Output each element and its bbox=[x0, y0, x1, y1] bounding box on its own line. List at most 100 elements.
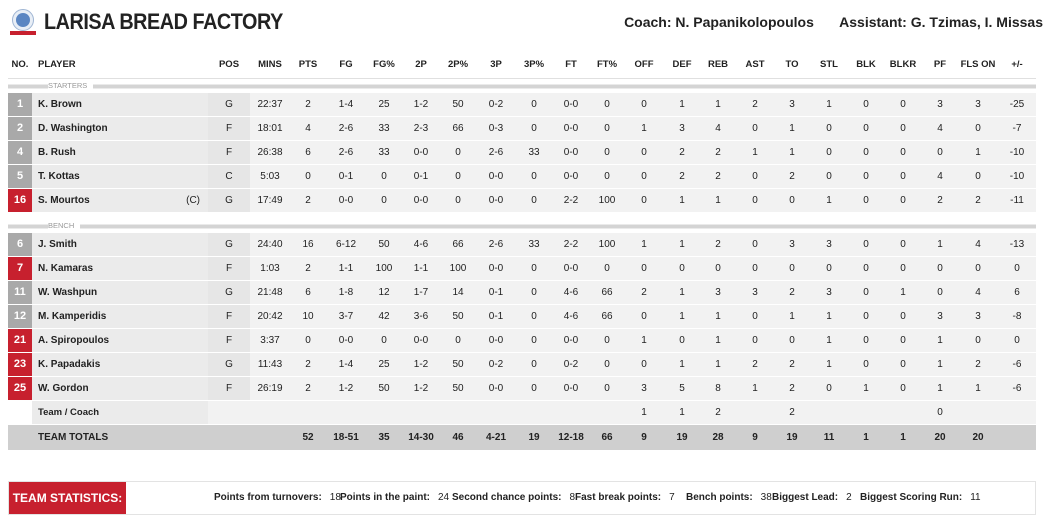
stat-cell: 0 bbox=[700, 256, 736, 281]
player-row[interactable]: 6 J. Smith G 24:40 16 6-12 50 4-6 66 2-6 33 2-2 100 1… bbox=[8, 232, 1036, 257]
player-name[interactable]: W. Washpun bbox=[32, 280, 208, 305]
stat-cell: 21:48 bbox=[250, 280, 290, 305]
player-name[interactable]: W. Gordon bbox=[32, 376, 208, 401]
column-header[interactable]: 2P% bbox=[440, 52, 476, 79]
column-header[interactable]: TO bbox=[774, 52, 810, 79]
column-header[interactable]: FG% bbox=[366, 52, 402, 79]
player-name[interactable]: B. Rush bbox=[32, 140, 208, 165]
player-row[interactable]: 21 A. Spiropoulos F 3:37 0 0-0 0 0-0 0 0-0 0 0-0 0 1 0… bbox=[8, 328, 1036, 353]
column-header[interactable]: OFF bbox=[624, 52, 664, 79]
player-name-text[interactable]: B. Rush bbox=[38, 146, 76, 158]
column-header[interactable]: POS bbox=[208, 52, 250, 79]
column-header[interactable]: 3P% bbox=[516, 52, 552, 79]
column-header[interactable]: DEF bbox=[664, 52, 700, 79]
player-name-text[interactable]: S. Mourtos bbox=[38, 194, 90, 206]
stat-cell: 0-0 bbox=[476, 164, 516, 189]
jersey-number: 16 bbox=[8, 188, 32, 213]
player-row[interactable]: 1 K. Brown G 22:37 2 1-4 25 1-2 50 0-2 0 0-0 0 0 1 1 2 3 1… bbox=[8, 92, 1036, 117]
player-row[interactable]: 12 M. Kamperidis F 20:42 10 3-7 42 3-6 50 0-1 0 4-6… bbox=[8, 304, 1036, 329]
column-header[interactable]: PTS bbox=[290, 52, 326, 79]
stat-cell: 0-1 bbox=[326, 164, 366, 189]
column-header[interactable]: PLAYER bbox=[32, 52, 208, 79]
player-name-text[interactable]: D. Washington bbox=[38, 122, 108, 134]
column-header[interactable]: AST bbox=[736, 52, 774, 79]
player-row[interactable]: 23 K. Papadakis G 11:43 2 1-4 25 1-2 50 0-2 0 0-2 0 0… bbox=[8, 352, 1036, 377]
player-row[interactable]: 16 S. Mourtos (C) G 17:49 2 0-0 0 0-0 0 0-0 0 2-2 100… bbox=[8, 188, 1036, 213]
stat-cell: 4 bbox=[922, 164, 958, 189]
player-row[interactable]: 4 B. Rush F 26:38 6 2-6 33 0-0 0 2-6 33 0-0 0 0 2 2 1 1 0 0… bbox=[8, 140, 1036, 165]
player-name[interactable]: D. Washington bbox=[32, 116, 208, 141]
player-name[interactable]: A. Spiropoulos bbox=[32, 328, 208, 353]
player-name[interactable]: S. Mourtos (C) bbox=[32, 188, 208, 213]
team-stat-item: Fast break points: 7 bbox=[575, 492, 675, 503]
player-name[interactable]: T. Kottas bbox=[32, 164, 208, 189]
stat-cell: 3 bbox=[664, 116, 700, 141]
stat-cell: 1 bbox=[810, 328, 848, 353]
column-header[interactable]: STL bbox=[810, 52, 848, 79]
column-header[interactable]: FLS ON bbox=[958, 52, 998, 79]
stat-cell: 3 bbox=[624, 376, 664, 401]
column-header[interactable]: 3P bbox=[476, 52, 516, 79]
stat-cell: F bbox=[208, 140, 250, 165]
player-row[interactable]: 2 D. Washington F 18:01 4 2-6 33 2-3 66 0-3 0 0-0 0 1… bbox=[8, 116, 1036, 141]
team-totals-row: TEAM TOTALS 52 18-51 35 14-30 46 4-21 19 12-18 66… bbox=[8, 424, 1036, 451]
stat-cell: 0 bbox=[736, 256, 774, 281]
player-name-text[interactable]: K. Brown bbox=[38, 98, 82, 110]
player-name-text[interactable]: W. Gordon bbox=[38, 382, 89, 394]
stat-cell: 0 bbox=[998, 256, 1036, 281]
stat-cell bbox=[998, 400, 1036, 425]
stat-cell: 3 bbox=[922, 304, 958, 329]
player-name-text[interactable]: K. Papadakis bbox=[38, 358, 101, 370]
player-name-text[interactable]: A. Spiropoulos bbox=[38, 334, 110, 346]
player-row[interactable]: 25 W. Gordon F 26:19 2 1-2 50 1-2 50 0-0 0 0-0 0 3 5 8 1… bbox=[8, 376, 1036, 401]
player-name-text[interactable]: W. Washpun bbox=[38, 286, 98, 298]
player-name[interactable]: N. Kamaras bbox=[32, 256, 208, 281]
column-header[interactable]: NO. bbox=[8, 52, 32, 79]
stat-cell bbox=[810, 400, 848, 425]
stat-cell: 1 bbox=[700, 304, 736, 329]
stat-cell: 0 bbox=[624, 140, 664, 165]
column-header[interactable]: FT bbox=[552, 52, 590, 79]
column-header[interactable]: PF bbox=[922, 52, 958, 79]
stat-cell bbox=[402, 400, 440, 425]
stat-cell: 100 bbox=[590, 232, 624, 257]
player-name[interactable]: K. Brown bbox=[32, 92, 208, 117]
team-stat-label: Second chance points: bbox=[452, 492, 562, 503]
stat-cell: 0 bbox=[884, 256, 922, 281]
player-name[interactable]: K. Papadakis bbox=[32, 352, 208, 377]
stat-cell: 25 bbox=[366, 352, 402, 377]
stat-cell: 1 bbox=[736, 140, 774, 165]
stat-cell: 2-6 bbox=[476, 232, 516, 257]
column-header[interactable]: FT% bbox=[590, 52, 624, 79]
jersey-number: 7 bbox=[8, 256, 32, 281]
stat-cell: 1-4 bbox=[326, 352, 366, 377]
stat-cell: 2 bbox=[774, 164, 810, 189]
player-name[interactable]: M. Kamperidis bbox=[32, 304, 208, 329]
column-header[interactable]: BLKR bbox=[884, 52, 922, 79]
stat-cell: 0 bbox=[958, 116, 998, 141]
player-name-text[interactable]: N. Kamaras bbox=[38, 262, 94, 274]
stat-cell: 16 bbox=[290, 232, 326, 257]
stat-cell: 50 bbox=[440, 376, 476, 401]
stat-cell: 2 bbox=[774, 352, 810, 377]
stat-cell bbox=[250, 400, 290, 425]
player-name-text[interactable]: M. Kamperidis bbox=[38, 310, 107, 322]
player-row[interactable]: 5 T. Kottas C 5:03 0 0-1 0 0-1 0 0-0 0 0-0 0 0 2 2 0 2 0 0 0… bbox=[8, 164, 1036, 189]
player-row[interactable]: 7 N. Kamaras F 1:03 2 1-1 100 1-1 100 0-0 0 0-0 0 0 0 0… bbox=[8, 256, 1036, 281]
stat-cell: 50 bbox=[440, 304, 476, 329]
column-header[interactable]: BLK bbox=[848, 52, 884, 79]
player-name[interactable]: J. Smith bbox=[32, 232, 208, 257]
player-name-text[interactable]: J. Smith bbox=[38, 238, 77, 250]
stat-cell: 0 bbox=[958, 328, 998, 353]
column-header[interactable]: FG bbox=[326, 52, 366, 79]
stat-cell: 2 bbox=[700, 232, 736, 257]
column-header[interactable]: +/- bbox=[998, 52, 1036, 79]
player-row[interactable]: 11 W. Washpun G 21:48 6 1-8 12 1-7 14 0-1 0 4-6 66 2 1… bbox=[8, 280, 1036, 305]
stat-cell: 6 bbox=[290, 280, 326, 305]
column-header[interactable]: 2P bbox=[402, 52, 440, 79]
player-name-text[interactable]: T. Kottas bbox=[38, 170, 80, 182]
column-header[interactable]: REB bbox=[700, 52, 736, 79]
stat-cell: 2 bbox=[774, 400, 810, 425]
stat-cell: 0-0 bbox=[476, 376, 516, 401]
column-header[interactable]: MINS bbox=[250, 52, 290, 79]
